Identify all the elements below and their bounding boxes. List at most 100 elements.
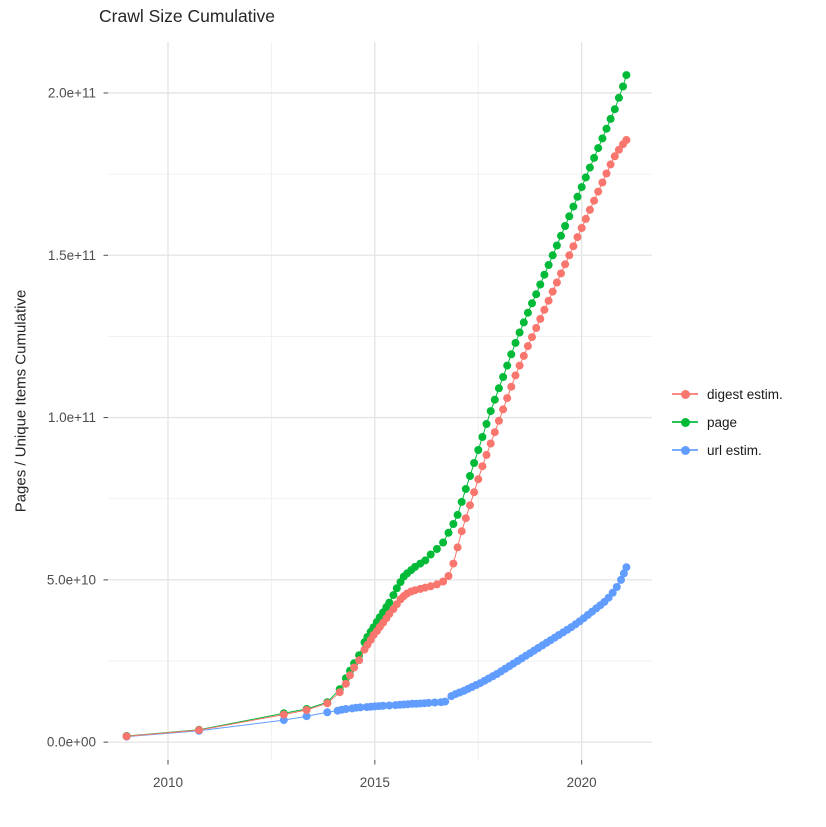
- data-point: [585, 205, 594, 214]
- data-point: [457, 497, 466, 506]
- data-point: [532, 290, 541, 299]
- data-point: [335, 688, 344, 697]
- data-point: [577, 224, 586, 232]
- legend-label: url estim.: [707, 442, 762, 458]
- data-point: [598, 178, 607, 187]
- data-point: [544, 296, 553, 305]
- data-point: [453, 543, 462, 552]
- y-tick-label: 2.0e+11: [48, 85, 96, 100]
- y-tick-label: 1.0e+11: [48, 410, 96, 425]
- data-point: [552, 241, 561, 250]
- legend-key-icon: [672, 441, 698, 459]
- data-point: [606, 160, 615, 169]
- data-point: [622, 563, 631, 572]
- data-point: [610, 152, 619, 161]
- data-point: [426, 550, 435, 559]
- data-point: [511, 338, 520, 347]
- x-tick-labels: 2010 2015 2020: [153, 775, 597, 790]
- data-point: [499, 405, 508, 414]
- data-point: [540, 270, 549, 279]
- data-point: [594, 144, 603, 153]
- data-point: [444, 528, 453, 537]
- data-point: [565, 251, 574, 260]
- data-point: [426, 582, 435, 591]
- y-tick-labels: 0.0e+00 5.0e+10 1.0e+11 1.5e+11 2.0e+11: [47, 85, 96, 749]
- data-point: [515, 361, 524, 370]
- data-point: [557, 269, 565, 278]
- data-point: [565, 212, 574, 221]
- data-point: [617, 575, 625, 584]
- data-point: [350, 663, 359, 672]
- data-point: [302, 706, 311, 714]
- data-point: [548, 251, 557, 260]
- axis-ticks: [103, 92, 583, 765]
- data-point: [486, 407, 495, 416]
- x-tick-label: 2020: [567, 775, 597, 790]
- data-point: [302, 712, 311, 721]
- data-point: [519, 351, 528, 360]
- data-point: [536, 280, 545, 289]
- data-point: [598, 134, 607, 143]
- data-point: [614, 93, 623, 102]
- data-point: [474, 446, 483, 454]
- data-point: [511, 371, 520, 380]
- data-point: [323, 699, 332, 708]
- series-line: [126, 567, 627, 738]
- data-point: [494, 416, 503, 425]
- data-point: [622, 71, 631, 80]
- data-point: [279, 716, 288, 725]
- data-point: [523, 342, 532, 351]
- data-point: [424, 698, 433, 707]
- series-digest-estim: [122, 136, 631, 741]
- data-point: [441, 697, 450, 706]
- gridlines-minor: [108, 42, 652, 760]
- data-point: [619, 569, 628, 578]
- data-point: [544, 261, 553, 269]
- data-point: [619, 82, 627, 91]
- data-point: [612, 583, 621, 591]
- data-point: [577, 183, 586, 192]
- series-url-estim: [122, 563, 631, 741]
- data-point: [548, 287, 557, 296]
- data-point: [519, 318, 528, 327]
- data-point: [573, 192, 582, 201]
- data-point: [355, 656, 364, 665]
- data-point: [622, 136, 631, 144]
- data-point: [444, 572, 453, 580]
- data-point: [432, 580, 441, 589]
- data-point: [532, 324, 541, 332]
- data-point: [430, 698, 439, 707]
- data-point: [486, 439, 495, 448]
- chart-title: Crawl Size Cumulative: [99, 6, 276, 26]
- legend-item-digest-estim: digest estim.: [672, 380, 783, 408]
- data-point: [528, 333, 536, 342]
- data-point: [606, 114, 615, 123]
- legend-key-icon: [672, 385, 698, 403]
- data-point: [356, 703, 365, 712]
- data-point: [569, 242, 578, 251]
- y-axis-title: Pages / Unique Items Cumulative: [12, 289, 30, 513]
- data-point: [279, 710, 288, 719]
- data-point: [594, 187, 603, 196]
- data-point: [385, 598, 394, 607]
- data-point: [341, 705, 350, 713]
- legend: digest estim. page url estim.: [672, 380, 783, 464]
- data-point: [590, 153, 599, 162]
- data-point: [449, 520, 458, 528]
- data-point: [379, 701, 388, 710]
- legend-item-page: page: [672, 408, 783, 436]
- data-point: [573, 233, 582, 242]
- data-point: [392, 584, 401, 593]
- data-point: [421, 556, 430, 565]
- data-point: [515, 328, 524, 337]
- data-point: [528, 299, 536, 308]
- gridlines-major: [108, 42, 652, 760]
- data-point: [503, 361, 512, 370]
- data-point: [557, 231, 565, 240]
- data-point: [341, 679, 350, 688]
- y-tick-label: 0.0e+00: [47, 735, 96, 750]
- legend-item-url-estim: url estim.: [672, 436, 783, 464]
- legend-label: page: [707, 414, 738, 430]
